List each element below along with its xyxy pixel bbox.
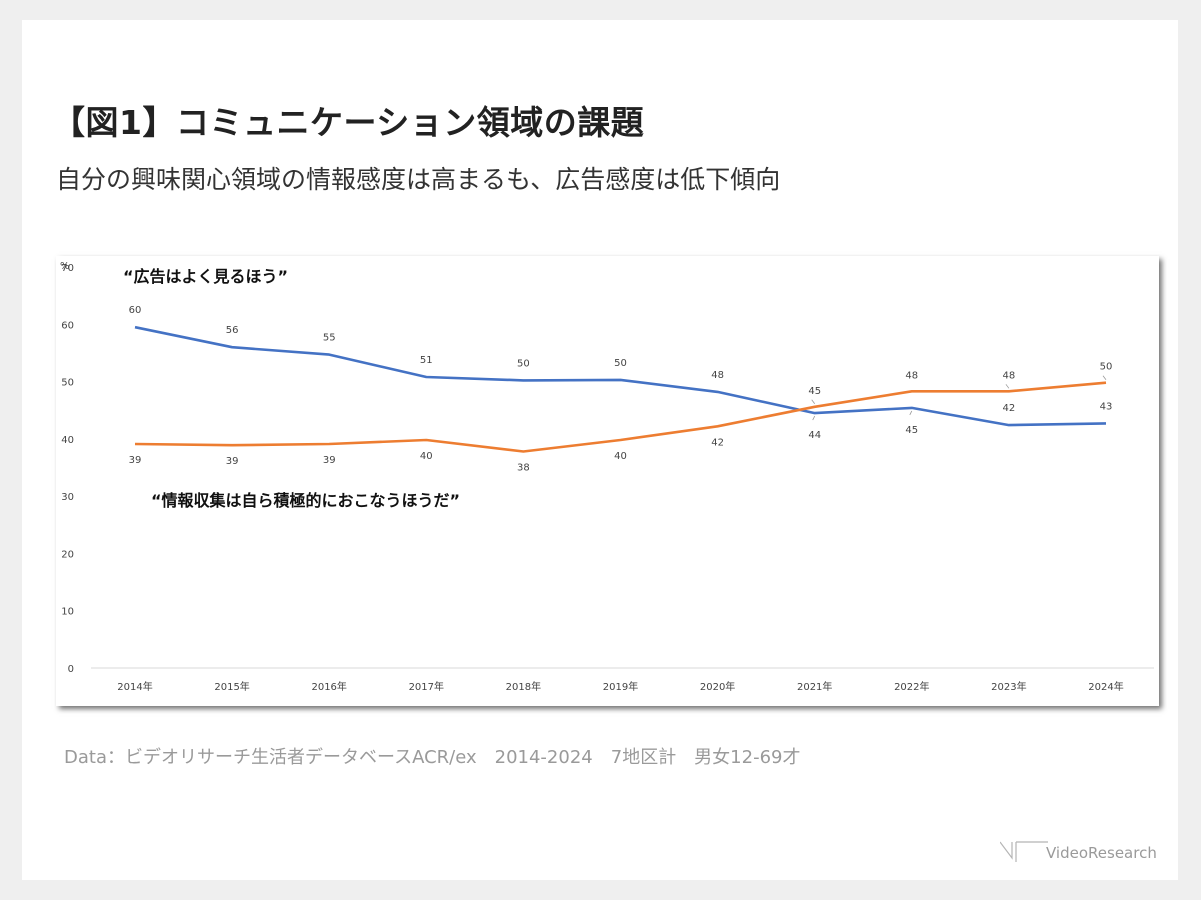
series-annotation-ad-viewing: “広告はよく見るほう”: [123, 267, 288, 286]
page-title: 【図1】コミュニケーション領域の課題: [52, 103, 645, 142]
data-label-leader: [811, 399, 816, 405]
y-tick-label: 60: [61, 320, 74, 331]
x-tick-label: 2017年: [409, 680, 444, 693]
data-label-leader: [909, 410, 913, 416]
x-tick-label: 2020年: [700, 680, 735, 693]
y-tick-label: 20: [61, 549, 74, 560]
x-tick-label: 2018年: [506, 680, 541, 693]
data-label-ad-viewing: 43: [1100, 401, 1113, 412]
series-annotation-info-seeking: “情報収集は自ら積極的におこなうほうだ”: [151, 491, 460, 510]
data-label-info-seeking: 38: [517, 462, 530, 473]
data-label-ad-viewing: 50: [517, 358, 530, 369]
data-label-ad-viewing: 51: [420, 355, 433, 366]
data-label-info-seeking: 42: [711, 437, 724, 448]
data-label-info-seeking: 45: [808, 386, 821, 397]
chart-panel: % 0 10 20 30 40 50 60 70 2014年 2015年 2016年 2017年 2018…: [56, 256, 1159, 706]
x-tick-label: 2023年: [991, 680, 1026, 693]
data-label-ad-viewing: 48: [711, 370, 724, 381]
logo-text: VideoResearch: [1046, 844, 1157, 862]
data-label-info-seeking: 40: [420, 451, 433, 462]
x-tick-label: 2019年: [603, 680, 638, 693]
data-label-info-seeking: 50: [1100, 362, 1113, 373]
data-label-leader: [1102, 375, 1107, 380]
data-label-leader: [1005, 384, 1010, 389]
data-label-info-seeking: 39: [129, 455, 142, 466]
videoresearch-logo-icon: [1000, 841, 1048, 862]
data-label-ad-viewing: 50: [614, 358, 627, 369]
line-chart: % 0 10 20 30 40 50 60 70 2014年 2015年 2016年 2017年 2018…: [60, 261, 1154, 693]
data-label-ad-viewing: 60: [129, 305, 142, 316]
series-line-info-seeking: [134, 381, 1107, 453]
data-label-ad-viewing: 55: [323, 333, 336, 344]
y-unit-label: %: [60, 261, 70, 272]
y-tick-label: 70: [61, 263, 74, 274]
y-tick-label: 0: [68, 664, 74, 675]
data-label-info-seeking: 40: [614, 451, 627, 462]
x-tick-label: 2022年: [894, 680, 929, 693]
x-tick-label: 2016年: [311, 680, 346, 693]
data-label-info-seeking: 39: [226, 456, 239, 467]
series-line-ad-viewing: [134, 325, 1107, 427]
data-label-ad-viewing: 45: [905, 425, 918, 436]
y-tick-label: 40: [61, 435, 74, 446]
page-subtitle: 自分の興味関心領域の情報感度は高まるも、広告感度は低下傾向: [56, 165, 781, 194]
x-tick-label: 2014年: [117, 680, 152, 693]
data-source-note: Data：ビデオリサーチ生活者データベースACR/ex 2014-2024 7地…: [64, 747, 801, 768]
data-label-info-seeking: 39: [323, 455, 336, 466]
data-label-info-seeking: 48: [1003, 370, 1016, 381]
data-label-ad-viewing: 44: [808, 430, 821, 441]
data-label-ad-viewing: 42: [1003, 403, 1016, 414]
y-tick-label: 50: [61, 378, 74, 389]
x-tick-label: 2015年: [214, 680, 249, 693]
data-label-leader: [812, 415, 816, 421]
x-tick-label: 2021年: [797, 680, 832, 693]
data-label-info-seeking: 48: [905, 370, 918, 381]
x-tick-label: 2024年: [1088, 680, 1123, 693]
y-tick-label: 30: [61, 492, 74, 503]
data-label-ad-viewing: 56: [226, 325, 239, 336]
y-tick-label: 10: [61, 607, 74, 618]
